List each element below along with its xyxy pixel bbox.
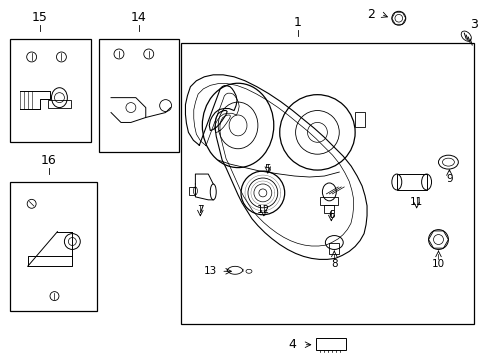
Bar [189,187,195,195]
Text: 13: 13 [203,266,217,276]
Text: 11: 11 [409,197,423,207]
Bar [99,39,178,152]
Text: 15: 15 [32,11,47,24]
Text: 10: 10 [431,260,444,269]
Text: 7: 7 [197,205,203,215]
Bar [324,205,334,213]
Text: 1: 1 [293,16,301,29]
Bar [316,338,346,350]
Bar [354,112,365,127]
Bar [181,43,473,324]
Bar [10,39,91,142]
Bar [328,243,339,255]
Text: 12: 12 [257,205,270,215]
Text: 14: 14 [131,11,146,24]
Text: 16: 16 [41,154,56,167]
Text: 6: 6 [327,210,334,220]
Bar [320,197,338,205]
Text: 3: 3 [469,18,477,31]
Text: 2: 2 [366,8,374,21]
Bar [47,100,71,108]
Text: 4: 4 [288,338,296,351]
Bar [10,182,97,311]
Text: 8: 8 [330,260,337,269]
Text: 9: 9 [445,174,452,184]
Bar [396,174,426,190]
Text: 5: 5 [264,164,270,174]
